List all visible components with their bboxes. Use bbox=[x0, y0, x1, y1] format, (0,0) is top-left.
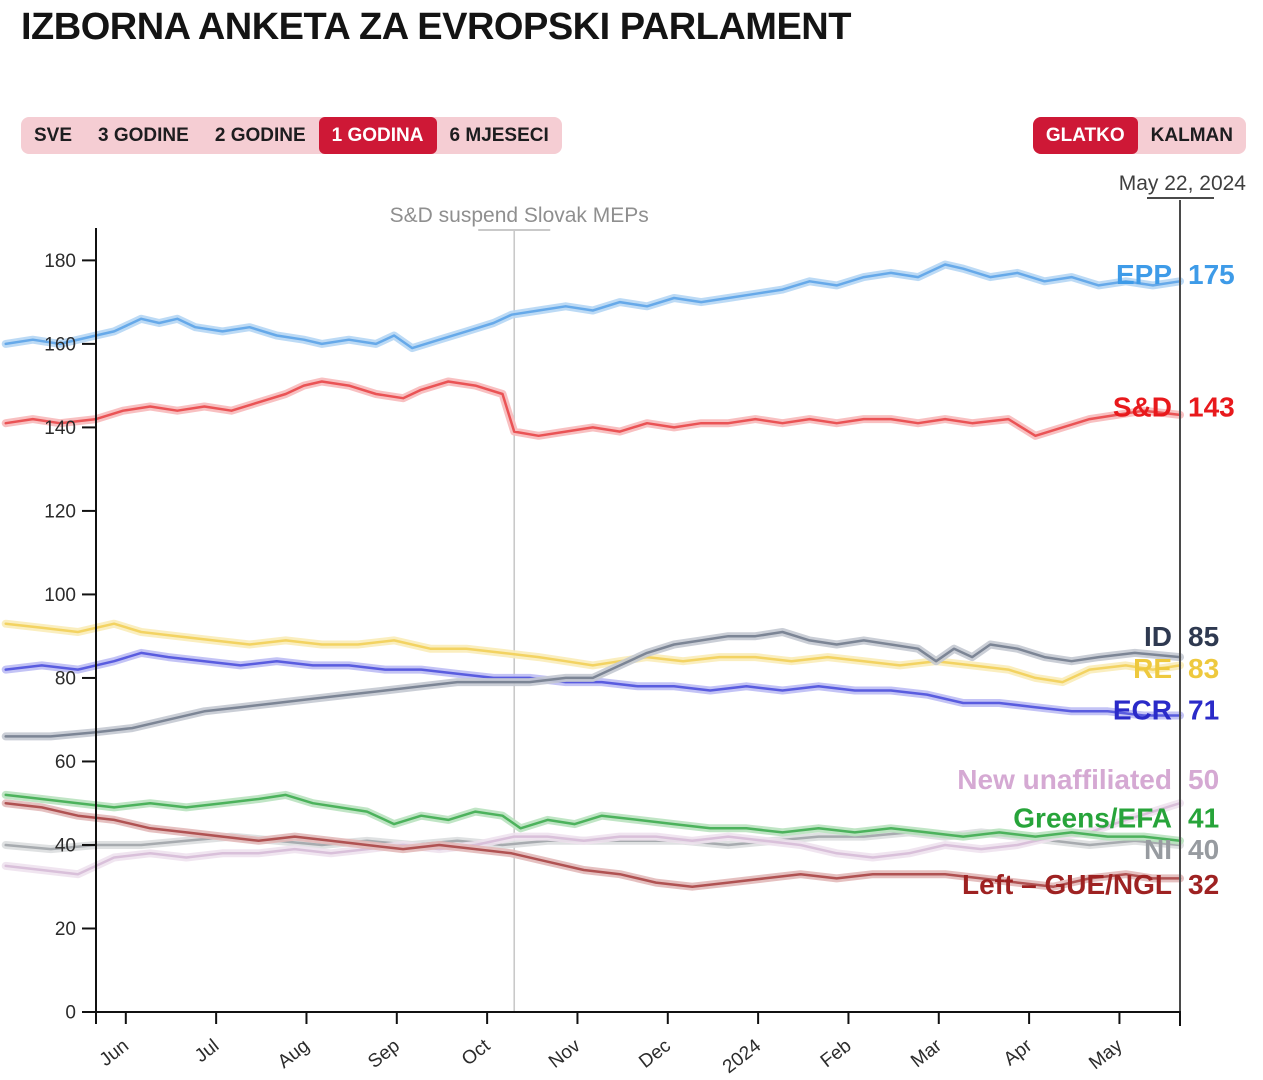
range-sve-button[interactable]: SVE bbox=[21, 117, 85, 154]
range-3-godine-button[interactable]: 3 GODINE bbox=[85, 117, 202, 154]
y-tick-label: 100 bbox=[44, 585, 76, 606]
series-line-left bbox=[4, 801, 1182, 888]
y-tick-label: 180 bbox=[44, 251, 76, 272]
series-name-label-epp: EPP bbox=[1116, 259, 1172, 290]
svg-text:May: May bbox=[1085, 1035, 1127, 1074]
series-line-ecr bbox=[4, 651, 1182, 717]
page-title: IZBORNA ANKETA ZA EVROPSKI PARLAMENT bbox=[21, 6, 851, 48]
x-tick-label: Feb bbox=[817, 1035, 856, 1072]
series-name-label-greens: Greens/EFA bbox=[1013, 803, 1172, 834]
x-tick-label: Dec bbox=[635, 1035, 675, 1072]
series-value-label-greens: 41 bbox=[1188, 803, 1219, 834]
y-tick-label: 20 bbox=[55, 919, 76, 940]
series-name-label-ecr: ECR bbox=[1113, 694, 1172, 725]
series-line-greens bbox=[4, 793, 1182, 843]
series-band-re bbox=[1, 619, 1184, 687]
x-tick-label: Nov bbox=[545, 1035, 585, 1073]
series-value-label-sd: 143 bbox=[1188, 392, 1235, 423]
svg-text:2024: 2024 bbox=[719, 1035, 766, 1078]
x-tick-label: Mar bbox=[907, 1035, 946, 1072]
svg-text:Jun: Jun bbox=[96, 1035, 133, 1070]
svg-text:Aug: Aug bbox=[274, 1035, 314, 1072]
svg-text:Nov: Nov bbox=[545, 1035, 585, 1073]
x-tick-label: Sep bbox=[364, 1035, 404, 1072]
y-tick-label: 80 bbox=[55, 669, 76, 690]
x-tick-label: May bbox=[1085, 1035, 1127, 1074]
series-band-epp bbox=[1, 260, 1184, 353]
series-line-id bbox=[4, 630, 1182, 738]
series-line-epp bbox=[4, 263, 1182, 350]
svg-text:Oct: Oct bbox=[458, 1035, 495, 1070]
x-tick-label: Jul bbox=[191, 1035, 223, 1067]
series-value-label-new_unaffiliated: 50 bbox=[1188, 764, 1219, 795]
svg-text:Sep: Sep bbox=[364, 1035, 404, 1072]
range-6-mjeseci-button[interactable]: 6 MJESECI bbox=[437, 117, 562, 154]
series-value-label-ecr: 71 bbox=[1188, 694, 1219, 725]
series-line-re bbox=[4, 622, 1182, 684]
x-tick-label: 2024 bbox=[719, 1035, 766, 1078]
series-name-label-new_unaffiliated: New unaffiliated bbox=[957, 764, 1172, 795]
series-value-label-id: 85 bbox=[1188, 621, 1219, 652]
svg-text:Jul: Jul bbox=[191, 1035, 223, 1067]
range-2-godine-button[interactable]: 2 GODINE bbox=[202, 117, 319, 154]
smooth-kalman-button[interactable]: KALMAN bbox=[1138, 117, 1246, 154]
series-line-new_unaffiliated bbox=[4, 801, 1182, 876]
series-value-label-re: 83 bbox=[1188, 653, 1219, 684]
y-tick-label: 140 bbox=[44, 418, 76, 439]
y-tick-label: 60 bbox=[55, 752, 76, 773]
series-name-label-id: ID bbox=[1144, 621, 1172, 652]
smoothing-mode-group: GLATKO KALMAN bbox=[1032, 117, 1246, 154]
svg-text:Mar: Mar bbox=[907, 1035, 946, 1072]
x-tick-label: Oct bbox=[458, 1035, 495, 1070]
series-value-label-epp: 175 bbox=[1188, 259, 1235, 290]
series-name-label-sd: S&D bbox=[1113, 392, 1172, 423]
series-name-label-re: RE bbox=[1133, 653, 1172, 684]
smooth-glatko-button[interactable]: GLATKO bbox=[1032, 117, 1138, 154]
series-name-label-ni: NI bbox=[1144, 834, 1172, 865]
x-tick-label: Aug bbox=[274, 1035, 314, 1072]
x-tick-label: Jun bbox=[96, 1035, 133, 1070]
controls-row: SVE 3 GODINE 2 GODINE 1 GODINA 6 MJESECI… bbox=[21, 117, 1246, 154]
series-value-label-left: 32 bbox=[1188, 869, 1219, 900]
svg-text:Dec: Dec bbox=[635, 1035, 675, 1072]
x-tick-label: Apr bbox=[1000, 1035, 1037, 1070]
y-tick-label: 120 bbox=[44, 502, 76, 523]
svg-text:Apr: Apr bbox=[1000, 1035, 1037, 1070]
series-line-sd bbox=[4, 380, 1182, 438]
y-tick-label: 0 bbox=[65, 1003, 76, 1024]
annotation-text: S&D suspend Slovak MEPs bbox=[390, 204, 649, 227]
y-tick-label: 160 bbox=[44, 335, 76, 356]
time-range-group: SVE 3 GODINE 2 GODINE 1 GODINA 6 MJESECI bbox=[21, 117, 562, 154]
y-tick-label: 40 bbox=[55, 836, 76, 857]
range-1-godina-button[interactable]: 1 GODINA bbox=[318, 117, 437, 154]
cursor-date-label: May 22, 2024 bbox=[1119, 172, 1247, 195]
svg-text:Feb: Feb bbox=[817, 1035, 856, 1072]
series-name-label-left: Left – GUE/NGL bbox=[962, 869, 1172, 900]
series-value-label-ni: 40 bbox=[1188, 834, 1219, 865]
